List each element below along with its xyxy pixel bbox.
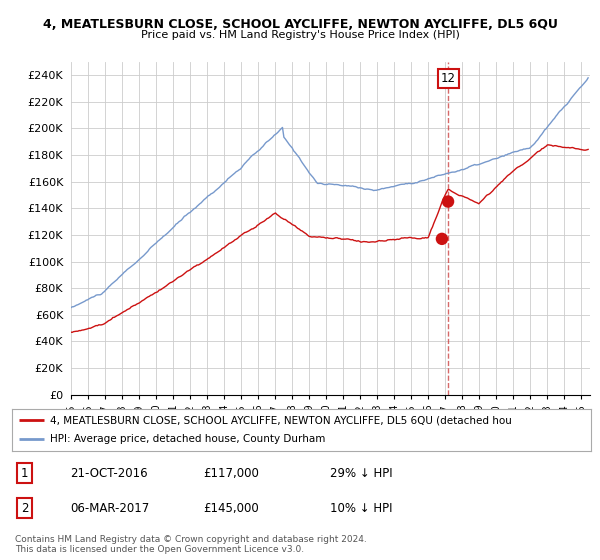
- Text: Price paid vs. HM Land Registry's House Price Index (HPI): Price paid vs. HM Land Registry's House …: [140, 30, 460, 40]
- Text: 10% ↓ HPI: 10% ↓ HPI: [331, 502, 393, 515]
- Text: 06-MAR-2017: 06-MAR-2017: [70, 502, 149, 515]
- Point: [437, 235, 447, 244]
- Point: [443, 197, 453, 206]
- Text: 12: 12: [440, 72, 455, 85]
- Text: 2: 2: [21, 502, 28, 515]
- Text: 4, MEATLESBURN CLOSE, SCHOOL AYCLIFFE, NEWTON AYCLIFFE, DL5 6QU (detached hou: 4, MEATLESBURN CLOSE, SCHOOL AYCLIFFE, N…: [50, 415, 512, 425]
- Text: HPI: Average price, detached house, County Durham: HPI: Average price, detached house, Coun…: [50, 435, 325, 445]
- Text: £117,000: £117,000: [203, 466, 259, 480]
- Text: 1: 1: [21, 466, 28, 480]
- Text: 29% ↓ HPI: 29% ↓ HPI: [331, 466, 393, 480]
- Text: 4, MEATLESBURN CLOSE, SCHOOL AYCLIFFE, NEWTON AYCLIFFE, DL5 6QU: 4, MEATLESBURN CLOSE, SCHOOL AYCLIFFE, N…: [43, 18, 557, 31]
- Text: 21-OCT-2016: 21-OCT-2016: [70, 466, 148, 480]
- Text: Contains HM Land Registry data © Crown copyright and database right 2024.
This d: Contains HM Land Registry data © Crown c…: [15, 535, 367, 554]
- Text: £145,000: £145,000: [203, 502, 259, 515]
